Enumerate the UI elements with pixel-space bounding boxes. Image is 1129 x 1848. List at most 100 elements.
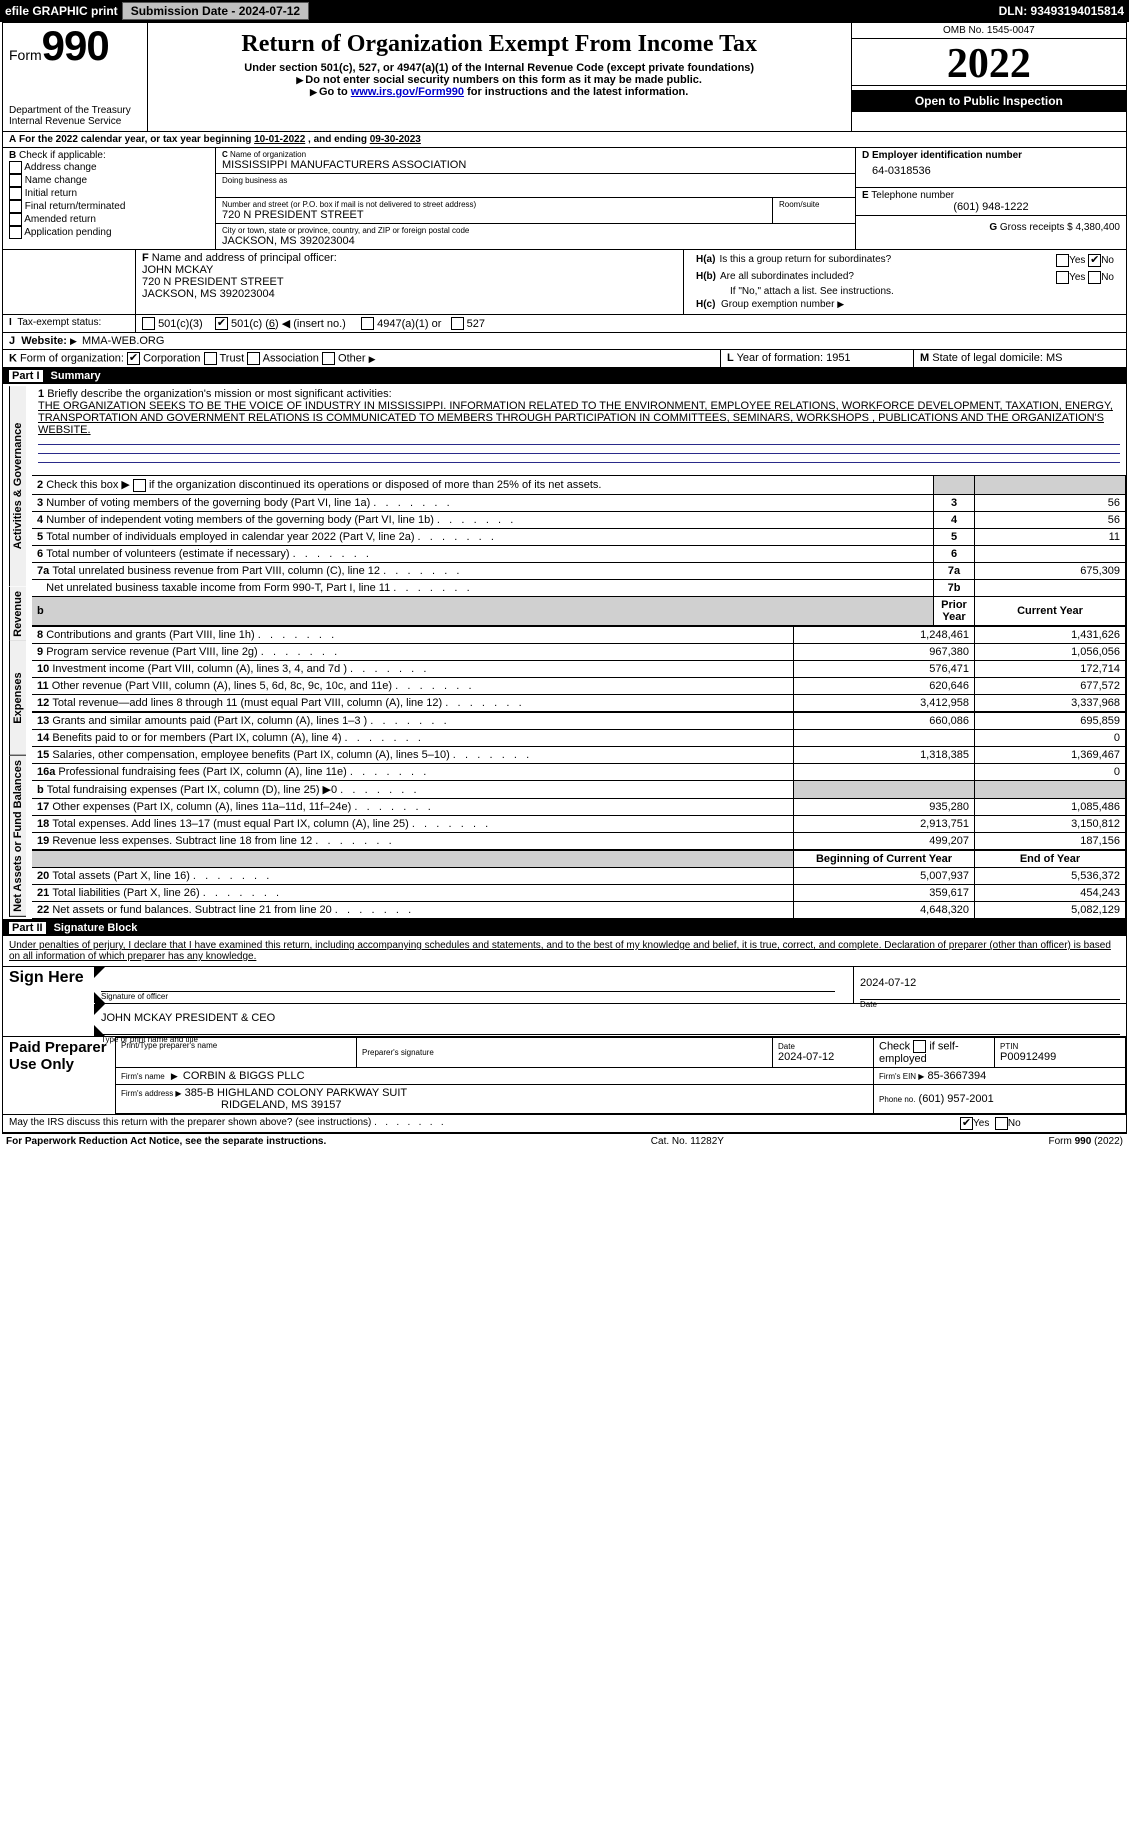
table-row: 12 Total revenue—add lines 8 through 11 …	[32, 694, 1126, 711]
line-j: J Website: MMA-WEB.ORG	[3, 333, 1126, 350]
chk-trust[interactable]	[204, 352, 217, 365]
chk-501c3[interactable]	[142, 317, 155, 330]
officer-addr2: JACKSON, MS 392023004	[142, 288, 275, 300]
form-title: Return of Organization Exempt From Incom…	[154, 31, 845, 58]
sign-here-block: Sign Here Signature of officer 2024-07-1…	[3, 966, 1126, 1037]
form-page: Form990 Department of the Treasury Inter…	[2, 22, 1127, 1134]
gross-receipts: 4,380,400	[1076, 222, 1121, 233]
chk-address-change[interactable]	[9, 161, 22, 174]
chk-hb-no[interactable]	[1088, 271, 1101, 284]
chk-ha-no[interactable]	[1088, 254, 1101, 267]
chk-discontinued[interactable]	[133, 479, 146, 492]
prep-date: 2024-07-12	[778, 1051, 868, 1063]
dept-treasury: Department of the Treasury	[9, 105, 141, 116]
chk-501cN[interactable]	[215, 317, 228, 330]
bcdeg-block: B Check if applicable: Address change Na…	[3, 148, 1126, 250]
chk-4947a1[interactable]	[361, 317, 374, 330]
sig-date: 2024-07-12	[860, 969, 1120, 1000]
chk-initial-return[interactable]	[9, 187, 22, 200]
firm-addr: 385-B HIGHLAND COLONY PARKWAY SUIT	[185, 1087, 408, 1099]
mission-text: THE ORGANIZATION SEEKS TO BE THE VOICE O…	[38, 400, 1113, 436]
efile-label: efile GRAPHIC print	[5, 4, 118, 18]
ptin: P00912499	[1000, 1051, 1120, 1063]
irs-link[interactable]: www.irs.gov/Form990	[351, 86, 464, 98]
fh-block: F Name and address of principal officer:…	[3, 250, 1126, 315]
box-h: H(a) Is this a group return for subordin…	[684, 250, 1126, 314]
table-row: 10 Investment income (Part VIII, column …	[32, 660, 1126, 677]
submission-date-button[interactable]: Submission Date - 2024-07-12	[122, 2, 309, 20]
state-domicile: MS	[1046, 352, 1063, 364]
ty-begin: 10-01-2022	[254, 134, 305, 145]
table-row: 8 Contributions and grants (Part VIII, l…	[32, 626, 1126, 643]
dln-label: DLN: 93493194015814	[999, 4, 1124, 18]
tab-revenue: Revenue	[9, 587, 26, 642]
table-row: b Total fundraising expenses (Part IX, c…	[32, 780, 1126, 798]
table-row: 21 Total liabilities (Part X, line 26)35…	[32, 884, 1126, 901]
line-i: I Tax-exempt status: 501(c)(3) 501(c) (6…	[3, 315, 1126, 334]
efile-topbar: efile GRAPHIC print Submission Date - 20…	[0, 0, 1129, 22]
netassets-table: Beginning of Current Year End of Year 20…	[32, 850, 1126, 919]
v6	[975, 545, 1126, 562]
chk-discuss-no[interactable]	[995, 1117, 1008, 1130]
table-row: 17 Other expenses (Part IX, column (A), …	[32, 798, 1126, 815]
form-footer: Form 990 (2022)	[1049, 1136, 1124, 1147]
subtitle-3: Go to www.irs.gov/Form990 for instructio…	[154, 86, 845, 98]
irs-label: Internal Revenue Service	[9, 116, 141, 127]
form-header: Form990 Department of the Treasury Inter…	[3, 23, 1126, 132]
chk-hb-yes[interactable]	[1056, 271, 1069, 284]
chk-application-pending[interactable]	[9, 226, 22, 239]
line-a: A For the 2022 calendar year, or tax yea…	[3, 132, 1126, 148]
box-c: C Name of organization MISSISSIPPI MANUF…	[216, 148, 856, 249]
table-row: 16a Professional fundraising fees (Part …	[32, 763, 1126, 780]
subtitle-1: Under section 501(c), 527, or 4947(a)(1)…	[154, 62, 845, 74]
chk-other[interactable]	[322, 352, 335, 365]
firm-phone: (601) 957-2001	[919, 1093, 994, 1105]
v7b	[975, 579, 1126, 596]
year-formation: 1951	[826, 352, 850, 364]
line-klm: K Form of organization: Corporation Trus…	[3, 350, 1126, 368]
ein: 64-0318536	[862, 161, 1120, 185]
telephone: (601) 948-1222	[862, 201, 1120, 213]
chk-ha-yes[interactable]	[1056, 254, 1069, 267]
table-row: 13 Grants and similar amounts paid (Part…	[32, 712, 1126, 729]
ty-end: 09-30-2023	[370, 134, 421, 145]
page-footer: For Paperwork Reduction Act Notice, see …	[0, 1134, 1129, 1149]
street-address: 720 N PRESIDENT STREET	[222, 209, 766, 221]
penalty-statement: Under penalties of perjury, I declare th…	[3, 936, 1126, 966]
table-row: 20 Total assets (Part X, line 16)5,007,9…	[32, 867, 1126, 884]
typed-name: JOHN MCKAY PRESIDENT & CEO	[101, 1006, 1120, 1035]
part-ii-header: Part IISignature Block	[3, 920, 1126, 936]
box-b: B Check if applicable: Address change Na…	[3, 148, 216, 249]
v5: 11	[975, 528, 1126, 545]
firm-name: CORBIN & BIGGS PLLC	[183, 1070, 305, 1082]
discuss-line: May the IRS discuss this return with the…	[3, 1115, 1126, 1133]
table-row: 14 Benefits paid to or for members (Part…	[32, 729, 1126, 746]
ag-table: 2 Check this box ▶ if the organization d…	[32, 475, 1126, 626]
chk-amended-return[interactable]	[9, 213, 22, 226]
table-row: 18 Total expenses. Add lines 13–17 (must…	[32, 815, 1126, 832]
box-deg: D Employer identification number 64-0318…	[856, 148, 1126, 249]
officer-name: JOHN MCKAY	[142, 264, 213, 276]
v4: 56	[975, 511, 1126, 528]
tab-net-assets: Net Assets or Fund Balances	[9, 756, 26, 917]
revenue-table: 8 Contributions and grants (Part VIII, l…	[32, 626, 1126, 712]
chk-discuss-yes[interactable]	[960, 1117, 973, 1130]
table-row: 11 Other revenue (Part VIII, column (A),…	[32, 677, 1126, 694]
chk-corp[interactable]	[127, 352, 140, 365]
form-number: Form990	[9, 27, 141, 65]
paid-preparer-block: Paid Preparer Use Only Print/Type prepar…	[3, 1037, 1126, 1115]
chk-assoc[interactable]	[247, 352, 260, 365]
tax-year: 2022	[852, 43, 1126, 86]
city-state-zip: JACKSON, MS 392023004	[222, 235, 849, 247]
org-name: MISSISSIPPI MANUFACTURERS ASSOCIATION	[222, 159, 849, 171]
chk-527[interactable]	[451, 317, 464, 330]
tab-expenses: Expenses	[9, 641, 26, 756]
table-row: 22 Net assets or fund balances. Subtract…	[32, 901, 1126, 918]
website: MMA-WEB.ORG	[82, 335, 165, 347]
chk-final-return[interactable]	[9, 200, 22, 213]
firm-ein: 85-3667394	[928, 1070, 987, 1082]
subtitle-2: Do not enter social security numbers on …	[154, 74, 845, 86]
table-row: 19 Revenue less expenses. Subtract line …	[32, 832, 1126, 849]
tab-activities-governance: Activities & Governance	[9, 386, 26, 586]
chk-name-change[interactable]	[9, 174, 22, 187]
